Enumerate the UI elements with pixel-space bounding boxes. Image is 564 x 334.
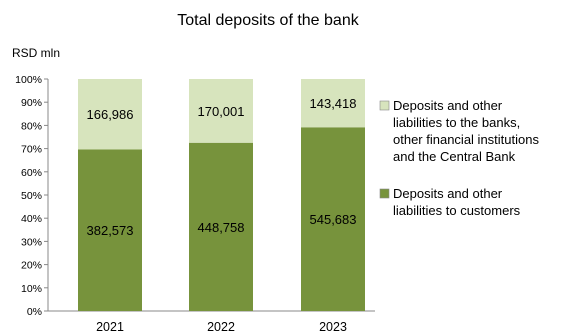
y-tick-label: 40% [21, 213, 42, 225]
legend-label: Deposits and other [393, 98, 503, 113]
y-tick-label: 70% [21, 144, 42, 156]
x-tick-label: 2023 [319, 320, 347, 334]
legend: Deposits and other liabilities to the ban… [379, 98, 539, 218]
bar-segment-customers [301, 127, 365, 312]
plot-area: 0% 10% 20% 30% 40% 50% 60% 70% 80% 90% 100% 382,573… [15, 74, 375, 334]
y-tick-label: 50% [21, 190, 42, 202]
legend-label: liabilities to the banks, [393, 115, 520, 130]
data-label: 448,758 [198, 220, 245, 235]
legend-label: other financial institutions [393, 132, 539, 147]
data-label: 170,001 [198, 104, 245, 119]
y-tick-label: 20% [21, 260, 42, 272]
data-label: 166,986 [87, 107, 134, 122]
legend-label: Deposits and other [393, 186, 503, 201]
x-tick-label: 2022 [207, 320, 235, 334]
y-tick-label: 90% [21, 97, 42, 109]
y-tick-label: 80% [21, 120, 42, 132]
chart-title: Total deposits of the bank [177, 12, 359, 29]
y-tick-label: 0% [27, 306, 42, 318]
legend-label: and the Central Bank [393, 149, 516, 164]
bar-segment-banks [189, 79, 253, 143]
y-tick-label: 100% [15, 74, 42, 86]
x-tick-label: 2021 [96, 320, 124, 334]
bar-segment-customers [78, 149, 142, 311]
legend-label: liabilities to customers [393, 203, 521, 218]
y-axis-unit-label: RSD mln [12, 46, 60, 60]
bar-segment-customers [189, 142, 253, 311]
bar-segment-banks [301, 79, 365, 128]
data-label: 382,573 [87, 223, 134, 238]
y-tick-label: 30% [21, 236, 42, 248]
y-tick-label: 60% [21, 167, 42, 179]
bar-segment-banks [78, 79, 142, 150]
data-label: 143,418 [310, 96, 357, 111]
legend-swatch [379, 100, 390, 111]
data-label: 545,683 [310, 212, 357, 227]
y-tick-label: 10% [21, 283, 42, 295]
legend-swatch [379, 188, 390, 199]
